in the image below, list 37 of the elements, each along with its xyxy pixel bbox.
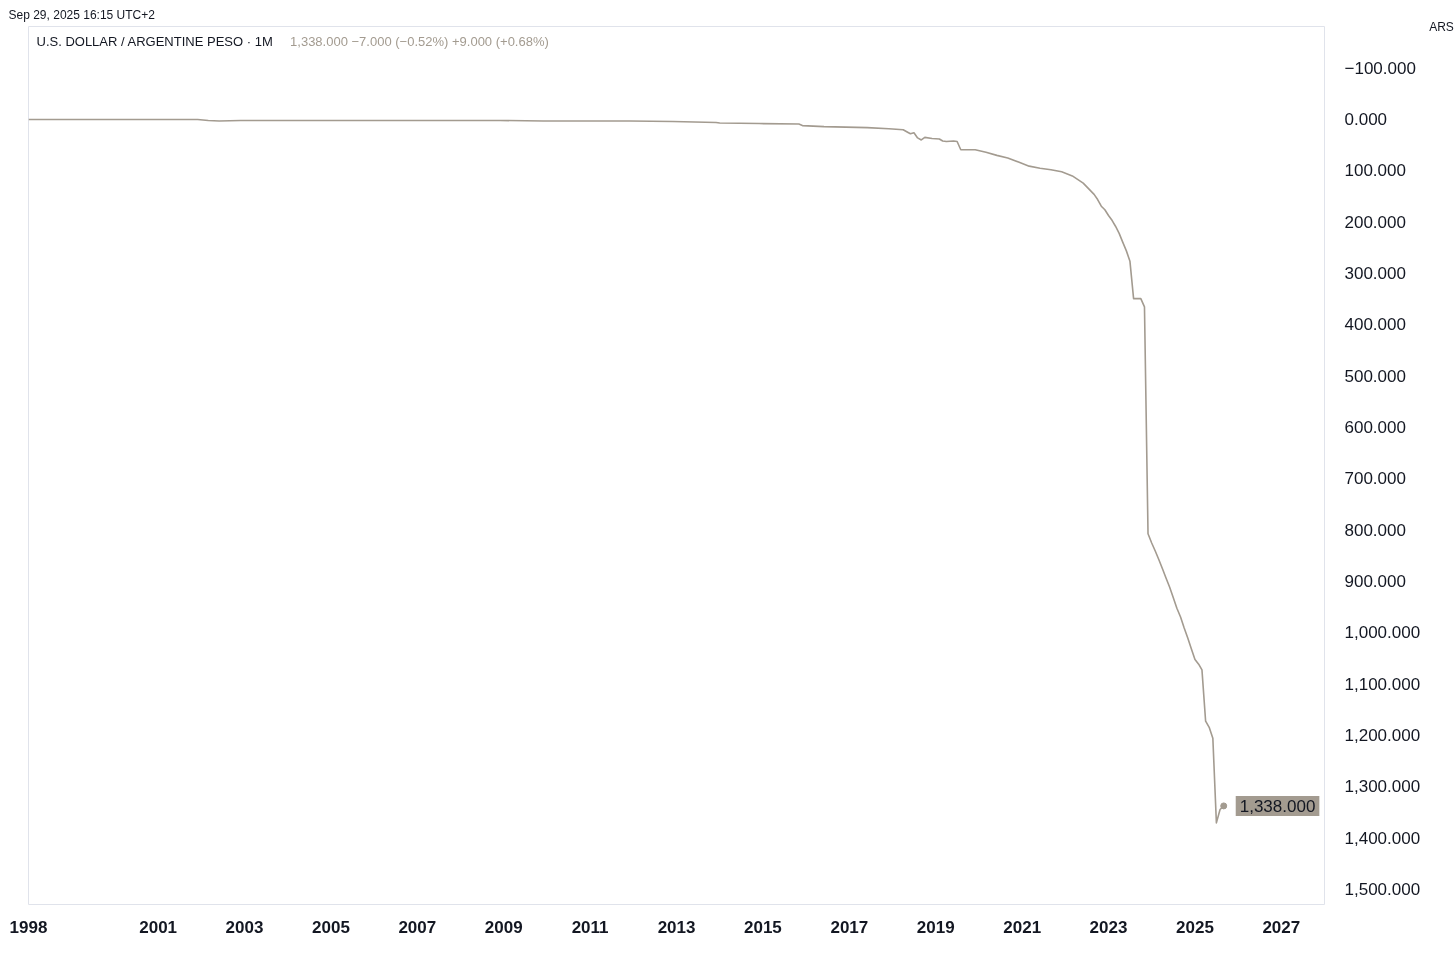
x-tick-label: 2019 [916,917,955,937]
text: U.S. DOLLAR / ARGENTINE PESO · 1M [36,33,273,49]
x-tick-label: 2013 [657,917,696,937]
y-tick-label: 1,200.000 [1344,726,1421,746]
y-tick-label: 700.000 [1344,469,1406,489]
y-tick-label: 0.000 [1344,109,1388,129]
y-tick-label: 500.000 [1344,366,1406,386]
y-tick-label: 1,300.000 [1344,777,1421,797]
x-tick-label: 2001 [139,917,178,937]
y-tick-label: 1,400.000 [1344,828,1421,848]
x-tick-label: 2015 [743,917,782,937]
y-tick-label: 900.000 [1344,572,1406,592]
x-tick-label: 2011 [571,917,609,937]
y-tick-label: 1,500.000 [1344,880,1421,900]
text: Sep 29, 2025 16:15 UTC+2 [8,7,156,22]
y-tick-label: 1,100.000 [1344,674,1421,694]
x-tick-label: 2021 [1003,917,1042,937]
y-tick-label: 200.000 [1344,212,1406,232]
y-tick-label: 100.000 [1344,161,1406,181]
text: 1,338.000 −7.000 (−0.52%) +9.000 (+0.68%) [290,33,549,49]
x-tick-label: 2017 [830,917,869,937]
y-axis-title: ARS [1429,19,1454,34]
y-tick-label: 600.000 [1344,417,1406,437]
x-tick-label: 2009 [484,917,523,937]
y-tick-label: 800.000 [1344,520,1406,540]
y-tick-label: −100.000 [1344,58,1416,78]
x-tick-label: 2007 [398,917,437,937]
y-tick-label: 300.000 [1344,263,1406,283]
x-tick-label: 2023 [1089,917,1128,937]
x-tick-label: 2005 [312,917,350,937]
y-tick-label: 1,000.000 [1344,623,1421,643]
annotation: 1,338.000 [1239,796,1316,816]
y-tick-label: 400.000 [1344,315,1406,335]
x-tick-label: 1998 [9,917,48,937]
x-tick-label: 2027 [1262,917,1301,937]
x-tick-label: 2003 [225,917,264,937]
x-tick-label: 2025 [1176,917,1214,937]
